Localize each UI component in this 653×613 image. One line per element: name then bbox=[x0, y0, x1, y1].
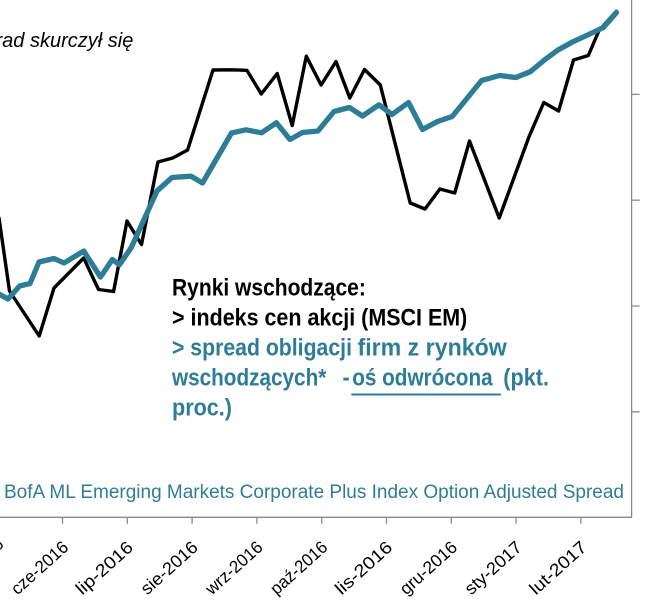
svg-text:BofA ML Emerging Markets Corpo: BofA ML Emerging Markets Corporate Plus … bbox=[4, 482, 624, 503]
svg-text:rad skurczył się: rad skurczył się bbox=[0, 30, 133, 52]
svg-text:proc.): proc.) bbox=[172, 394, 232, 421]
svg-text:-: - bbox=[343, 364, 350, 391]
svg-text:> indeks cen akcji (MSCI EM): > indeks cen akcji (MSCI EM) bbox=[172, 304, 467, 331]
svg-text:wschodzących*: wschodzących* bbox=[171, 364, 326, 391]
svg-text:Rynki wschodzące:: Rynki wschodzące: bbox=[172, 274, 366, 301]
svg-text:firm z rynków: firm z rynków bbox=[358, 334, 508, 360]
svg-text:(pkt.: (pkt. bbox=[503, 364, 549, 391]
svg-text:> spread obligacji: > spread obligacji bbox=[172, 333, 352, 361]
svg-text:oś odwrócona: oś odwrócona bbox=[352, 364, 493, 391]
